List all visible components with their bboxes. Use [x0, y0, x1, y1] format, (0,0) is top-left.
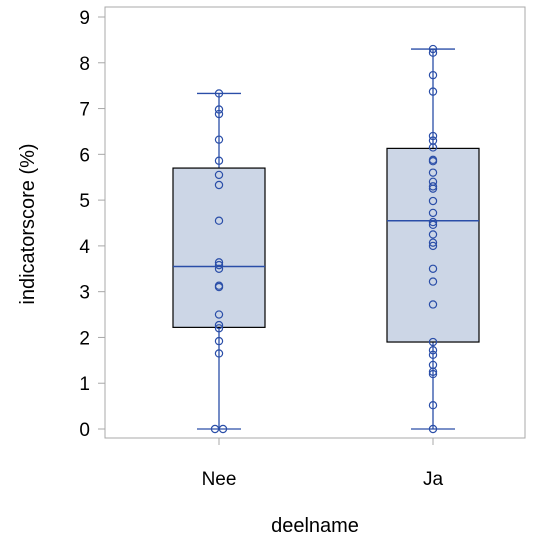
data-point	[428, 184, 438, 193]
data-point	[210, 424, 220, 434]
data-point	[428, 217, 438, 227]
data-point	[428, 238, 438, 247]
x-axis-label: deelname	[271, 515, 359, 537]
data-point	[428, 264, 438, 273]
data-point	[214, 216, 224, 225]
data-point	[428, 168, 438, 177]
data-point	[428, 70, 438, 80]
y-axis-ticks: 0 1 2 3 4 5 6 7 8 9	[79, 8, 105, 441]
data-point	[214, 282, 224, 292]
data-point	[428, 230, 438, 239]
data-point	[214, 258, 224, 267]
data-point	[214, 105, 224, 114]
data-point	[428, 367, 438, 376]
data-point	[428, 277, 438, 286]
y-tick-label: 1	[79, 374, 90, 395]
box-group	[172, 44, 480, 434]
data-point	[428, 400, 438, 410]
x-tick-label: Nee	[202, 469, 237, 490]
data-point	[428, 300, 438, 309]
box-nee	[172, 89, 266, 434]
data-point	[428, 143, 438, 152]
box-ja	[386, 44, 480, 434]
data-point	[214, 349, 224, 358]
data-point	[428, 208, 438, 218]
data-point	[428, 48, 438, 57]
data-point	[214, 170, 224, 180]
data-point	[214, 264, 224, 273]
x-tick-label: Ja	[423, 469, 444, 490]
y-tick-label: 7	[79, 100, 90, 121]
data-point	[428, 44, 438, 54]
data-point	[214, 180, 224, 190]
data-point	[214, 260, 224, 270]
data-point	[428, 346, 438, 355]
data-point	[428, 196, 438, 206]
data-point	[428, 87, 438, 96]
data-point	[214, 320, 224, 330]
data-point	[428, 424, 438, 434]
data-point	[428, 337, 438, 347]
y-tick-label: 9	[79, 8, 90, 29]
data-point	[428, 350, 438, 360]
y-tick-label: 8	[79, 54, 90, 75]
y-tick-label: 0	[79, 420, 90, 441]
data-point	[218, 424, 228, 434]
data-point	[214, 310, 224, 319]
data-point	[428, 241, 438, 251]
data-point	[214, 156, 224, 165]
data-point	[214, 89, 224, 98]
data-point	[428, 369, 438, 379]
y-tick-label: 4	[79, 237, 90, 258]
data-point	[428, 156, 438, 166]
y-axis-label: indicatorscore (%)	[17, 143, 39, 304]
data-point	[214, 135, 224, 144]
data-point	[214, 336, 224, 346]
data-point	[428, 131, 438, 141]
data-point	[428, 220, 438, 230]
iqr-box	[172, 167, 266, 328]
y-tick-label: 2	[79, 328, 90, 349]
y-tick-label: 5	[79, 191, 90, 212]
iqr-box	[386, 147, 480, 343]
y-tick-label: 3	[79, 283, 90, 304]
data-point	[214, 324, 224, 333]
x-axis-ticks: Nee Ja	[202, 438, 444, 490]
data-point	[428, 182, 438, 191]
y-tick-label: 6	[79, 145, 90, 166]
data-point	[214, 109, 224, 119]
